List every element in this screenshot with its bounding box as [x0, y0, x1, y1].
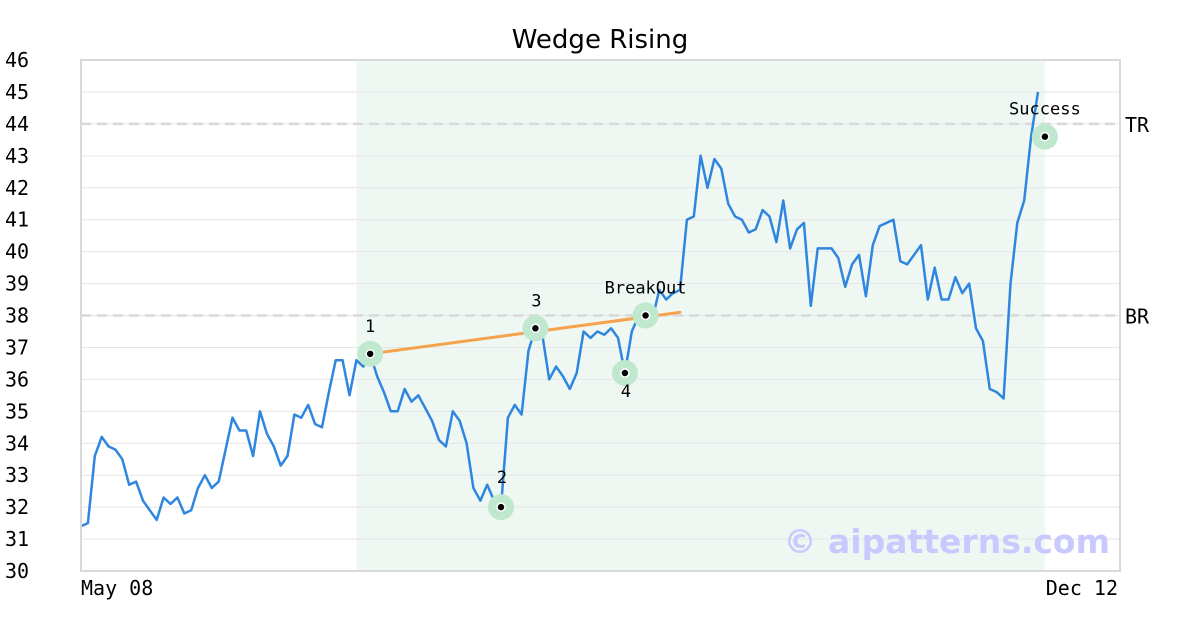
marker-point [640, 310, 651, 321]
y-tick-label: 33 [5, 463, 29, 487]
y-tick-label: 44 [5, 112, 29, 136]
y-tick-label: 35 [5, 399, 29, 423]
y-tick-label: 39 [5, 272, 29, 296]
y-tick-label: 30 [5, 559, 29, 583]
y-tick-label: 40 [5, 240, 29, 264]
marker-label: BreakOut [605, 279, 687, 299]
y-tick-label: 42 [5, 176, 29, 200]
marker-point [496, 502, 506, 512]
marker-label: Success [1009, 100, 1081, 120]
reference-line-label: BR [1125, 305, 1150, 329]
marker-label: 2 [497, 468, 507, 488]
marker-label: 4 [621, 382, 631, 402]
y-tick-label: 38 [5, 304, 29, 328]
marker-point [1040, 131, 1050, 142]
price-line [80, 91, 1040, 528]
marker-label: 1 [365, 317, 375, 337]
reference-line-label: TR [1125, 113, 1150, 137]
y-tick-label: 32 [5, 495, 29, 519]
y-tick-label: 41 [5, 208, 29, 232]
marker-label: 3 [531, 291, 541, 311]
chart-title: Wedge Rising [512, 25, 689, 55]
marker-point [620, 368, 630, 378]
y-tick-label: 45 [5, 80, 29, 104]
y-tick-label: 31 [5, 527, 29, 551]
y-tick-label: 36 [5, 367, 29, 391]
marker-point [365, 349, 375, 359]
plot-frame [80, 59, 1121, 572]
y-tick-label: 34 [5, 431, 29, 455]
y-tick-label: 37 [5, 335, 29, 359]
marker-point [530, 323, 541, 334]
watermark: © aipatterns.com [784, 522, 1110, 561]
x-end-label: Dec 12 [1046, 576, 1118, 600]
y-tick-label: 46 [5, 48, 29, 72]
y-tick-label: 43 [5, 144, 29, 168]
x-start-label: May 08 [81, 576, 153, 600]
